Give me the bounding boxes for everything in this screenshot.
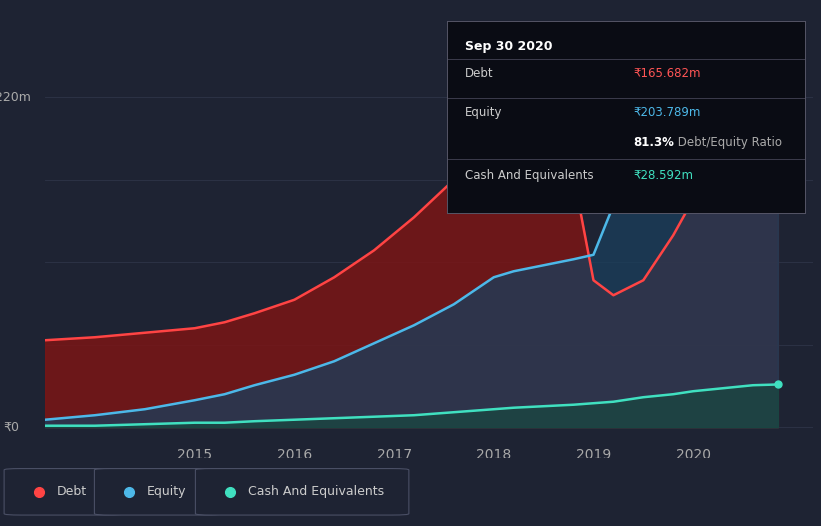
Text: Cash And Equivalents: Cash And Equivalents — [466, 169, 594, 182]
FancyBboxPatch shape — [195, 469, 409, 515]
Text: Equity: Equity — [466, 106, 502, 118]
Text: 81.3%: 81.3% — [633, 136, 674, 149]
Text: Cash And Equivalents: Cash And Equivalents — [248, 485, 384, 498]
Text: ₹203.789m: ₹203.789m — [633, 106, 700, 118]
Text: Debt: Debt — [466, 67, 494, 80]
FancyBboxPatch shape — [4, 469, 123, 515]
Text: ₹28.592m: ₹28.592m — [633, 169, 693, 182]
FancyBboxPatch shape — [94, 469, 222, 515]
Text: Debt/Equity Ratio: Debt/Equity Ratio — [674, 136, 782, 149]
Text: ₹220m: ₹220m — [0, 91, 30, 104]
Text: ₹0: ₹0 — [3, 421, 20, 434]
Text: ₹165.682m: ₹165.682m — [633, 67, 700, 80]
Text: Debt: Debt — [57, 485, 87, 498]
Text: Sep 30 2020: Sep 30 2020 — [466, 41, 553, 53]
Text: Equity: Equity — [147, 485, 186, 498]
